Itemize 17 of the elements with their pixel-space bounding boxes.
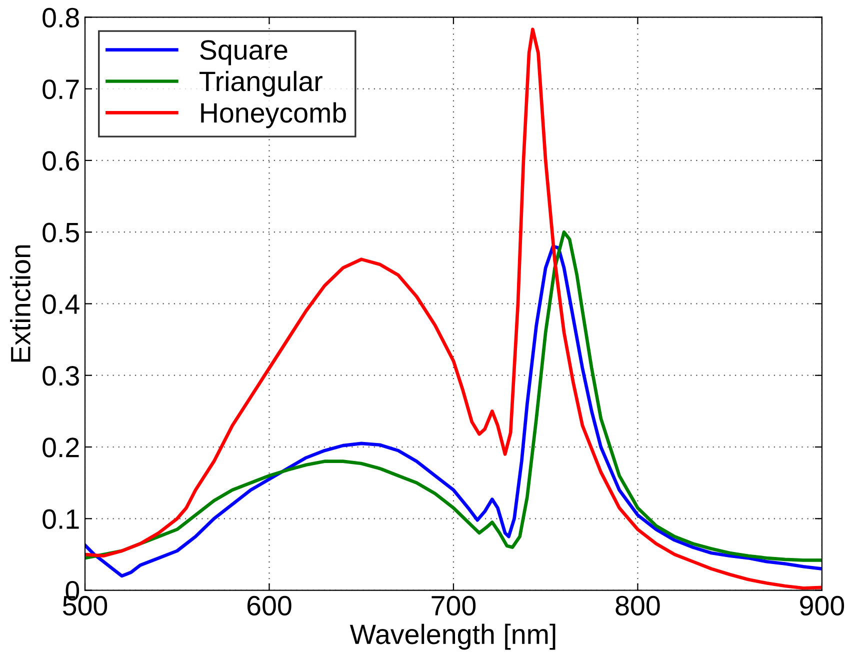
y-tick-label: 0.4 bbox=[42, 294, 80, 314]
x-axis-title: Wavelength [nm] bbox=[350, 624, 556, 650]
y-tick-label: 0.8 bbox=[42, 8, 79, 28]
y-tick-label: 0.5 bbox=[42, 222, 79, 242]
legend-label: Square bbox=[200, 40, 288, 66]
x-tick-label: 600 bbox=[247, 596, 292, 616]
x-tick-label: 800 bbox=[616, 596, 660, 616]
y-tick-label: 0.3 bbox=[42, 366, 79, 386]
y-axis-title: Extinction bbox=[10, 245, 30, 362]
y-tick-label: 0.6 bbox=[42, 151, 79, 171]
legend-label: Triangular bbox=[200, 70, 322, 97]
legend-label: Honeycomb bbox=[201, 102, 346, 128]
x-tick-label: 700 bbox=[432, 596, 476, 616]
y-tick-label: 0.1 bbox=[42, 509, 79, 529]
x-tick-label: 900 bbox=[800, 596, 844, 616]
y-tick-label: 0.7 bbox=[42, 79, 79, 100]
y-tick-label: 0.2 bbox=[42, 438, 79, 458]
